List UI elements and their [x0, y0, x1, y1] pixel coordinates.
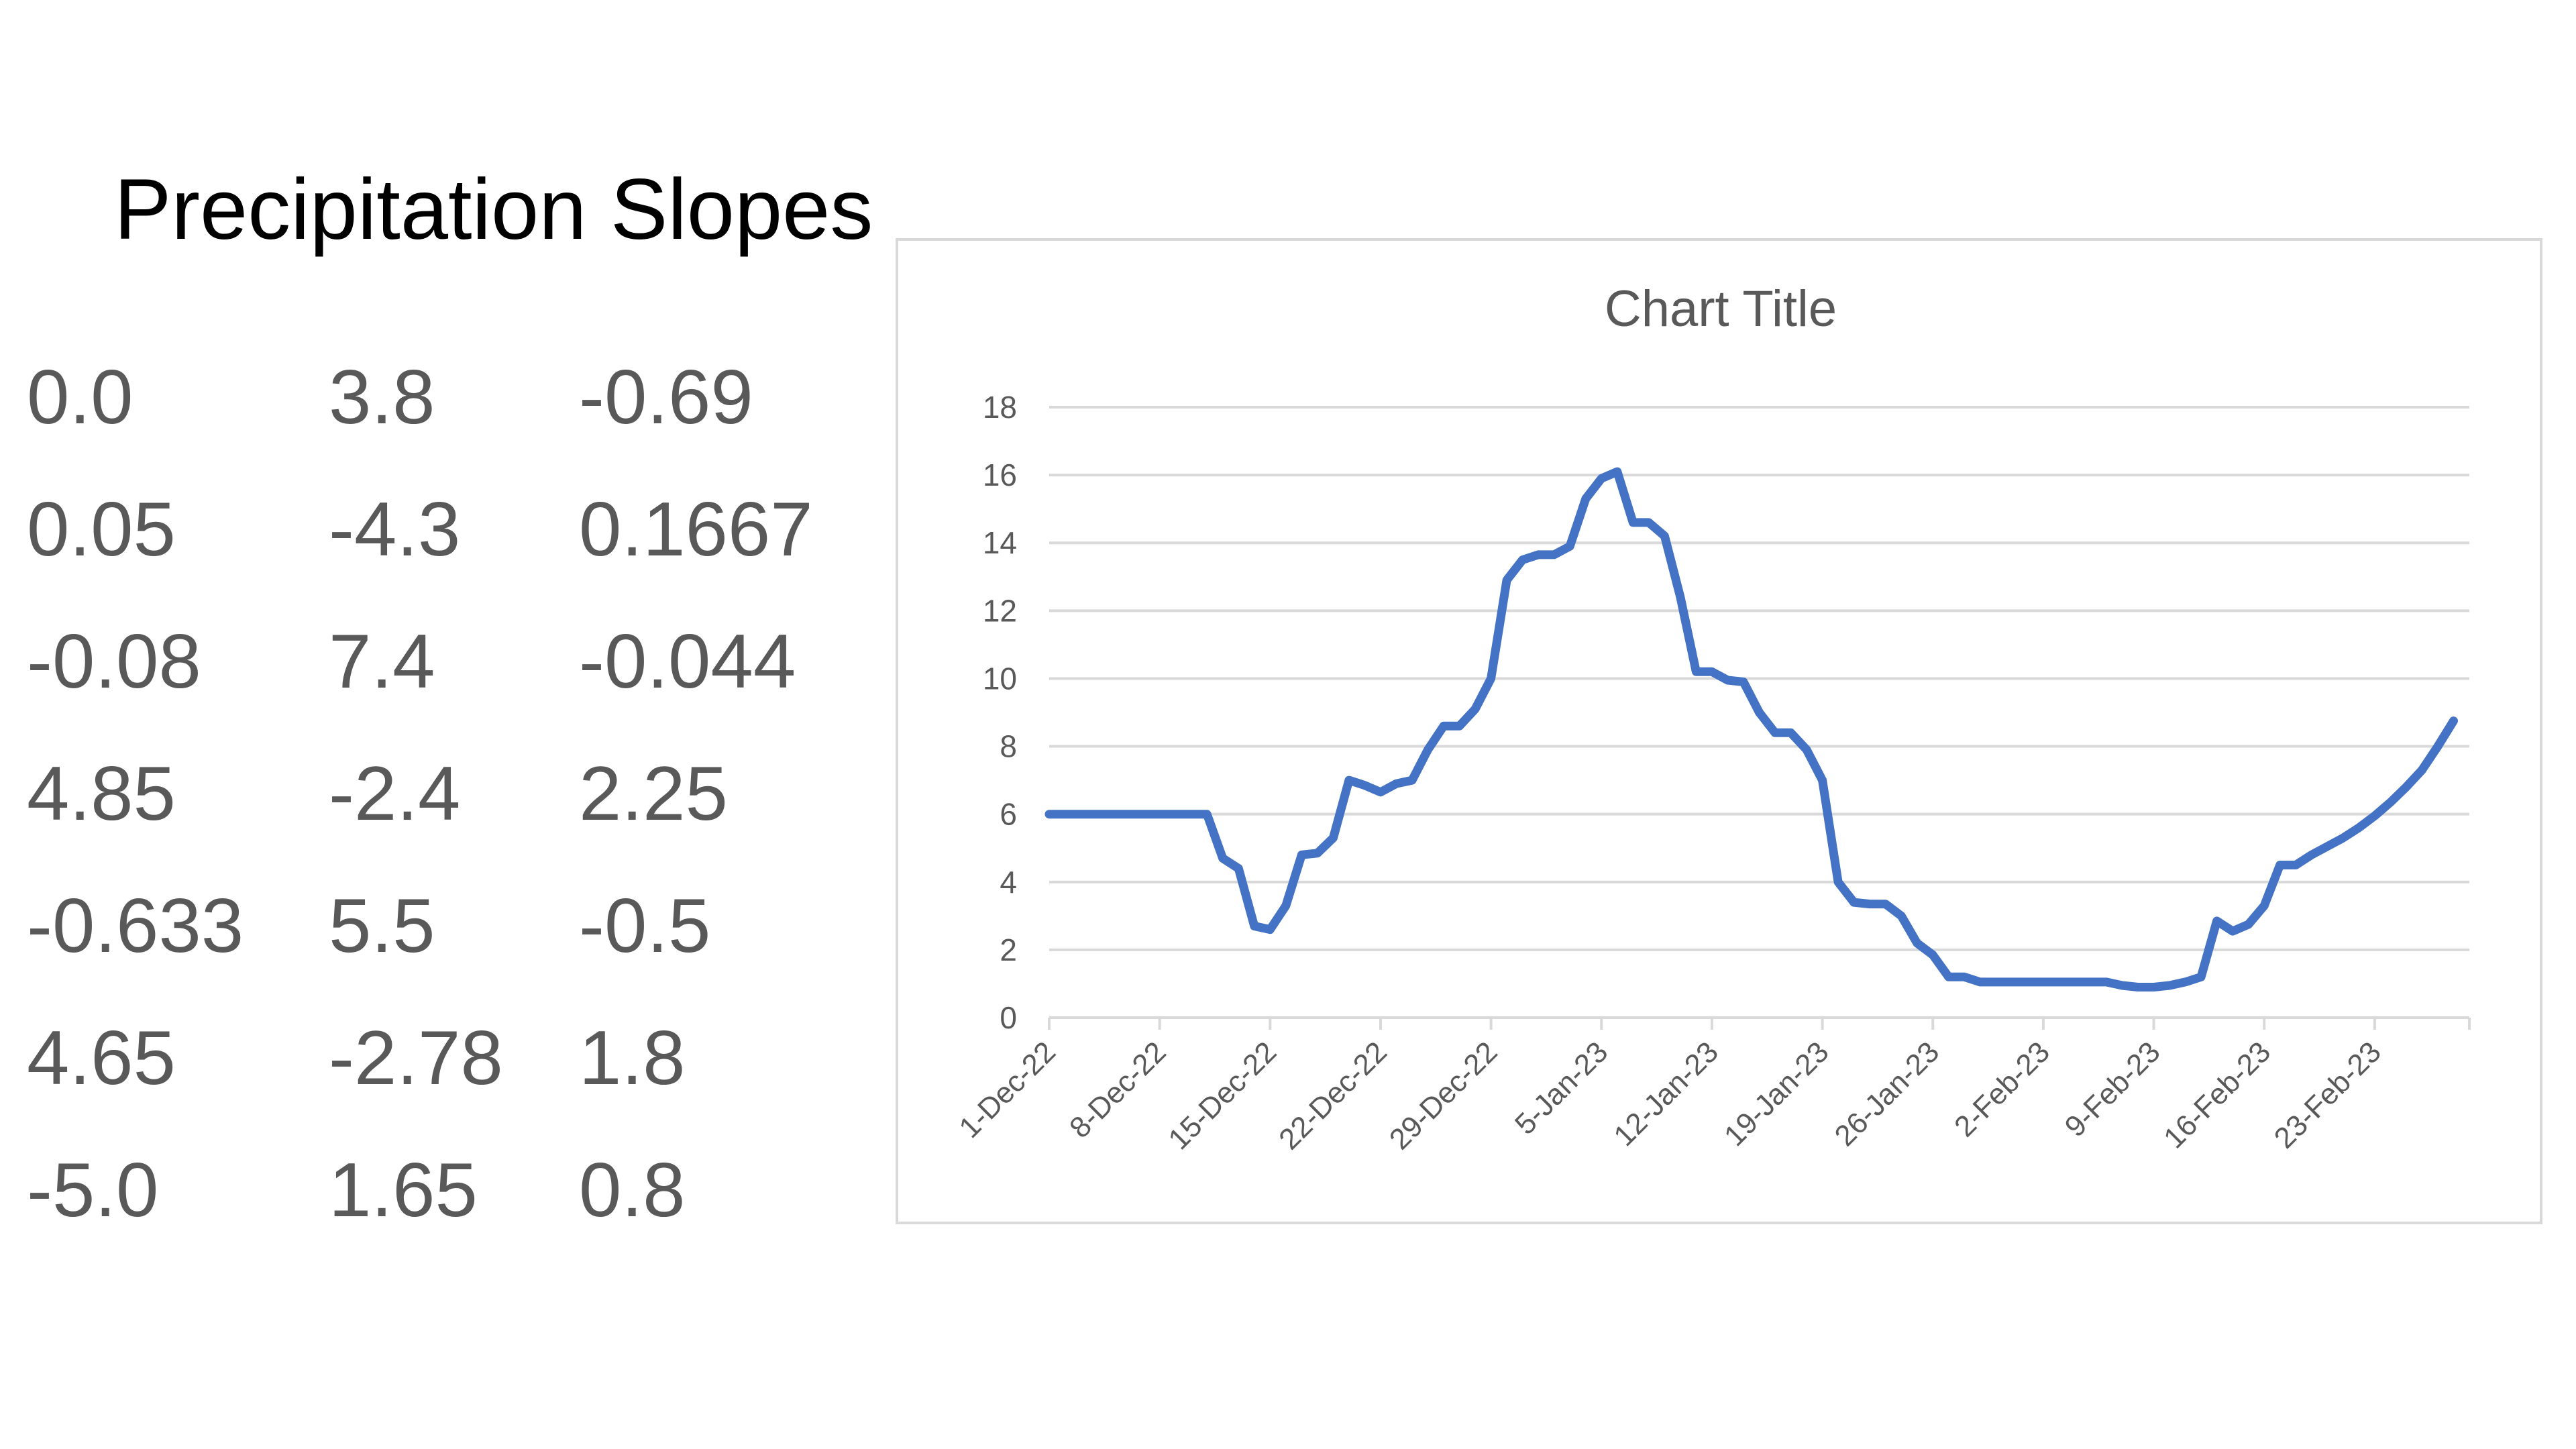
- y-tick-label: 16: [983, 458, 1017, 492]
- slope-value: -2.78: [329, 1016, 503, 1101]
- x-tick-label: 29-Dec-22: [1383, 1035, 1504, 1156]
- x-tick-label: 22-Dec-22: [1273, 1035, 1393, 1156]
- slope-row: -0.633 5.5 -0.5: [27, 876, 899, 1008]
- slope-value: -5.0: [27, 1148, 159, 1233]
- slope-value: 1.65: [329, 1148, 478, 1233]
- x-tick-label: 1-Dec-22: [953, 1035, 1062, 1144]
- gridlines: [1049, 406, 2469, 951]
- slope-value: 4.85: [27, 751, 176, 837]
- y-tick-label: 6: [1000, 797, 1017, 832]
- slope-value: -4.3: [329, 487, 461, 572]
- y-tick-label: 4: [1000, 865, 1017, 900]
- x-tick-label: 15-Dec-22: [1162, 1035, 1283, 1156]
- y-tick-label: 18: [983, 390, 1017, 425]
- x-tick-label: 8-Dec-22: [1063, 1035, 1173, 1144]
- series: [1044, 467, 2458, 991]
- slope-value: -2.4: [329, 751, 461, 837]
- slope-value: 1.8: [579, 1016, 686, 1101]
- slope-row: 0.05 -4.3 0.1667: [27, 480, 899, 611]
- slope-value: -0.08: [27, 619, 201, 704]
- slope-row: 4.65 -2.78 1.8: [27, 1008, 899, 1140]
- slope-value: 0.8: [579, 1148, 686, 1233]
- slope-value: -0.69: [579, 355, 753, 440]
- slope-row: 4.85 -2.4 2.25: [27, 744, 899, 875]
- x-tick-label: 9-Feb-23: [2059, 1035, 2167, 1143]
- x-tick-label: 2-Feb-23: [1948, 1035, 2056, 1143]
- slope-value: 4.65: [27, 1016, 176, 1101]
- slope-value: -0.5: [579, 883, 711, 969]
- chart-frame[interactable]: Chart Title 0 2 4 6 8 10 12 14 16 18 1-Dec-22 8-Dec…: [896, 238, 2542, 1224]
- x-tick-label: 16-Feb-23: [2157, 1035, 2277, 1155]
- series-line: [1044, 467, 2458, 991]
- chart-title: Chart Title: [1605, 280, 1837, 337]
- line-chart: Chart Title 0 2 4 6 8 10 12 14 16 18 1-Dec-22 8-Dec…: [953, 280, 2471, 1156]
- slope-value: -0.633: [27, 883, 244, 969]
- slope-value: -0.044: [579, 619, 796, 704]
- slope-value: 0.0: [27, 355, 133, 440]
- y-tick-label: 2: [1000, 932, 1017, 967]
- x-tick-label: 12-Jan-23: [1607, 1035, 1725, 1152]
- y-tick-label: 8: [1000, 729, 1017, 764]
- slope-value: 7.4: [329, 619, 435, 704]
- x-tick-label: 5-Jan-23: [1509, 1035, 1614, 1140]
- slope-value: 0.05: [27, 487, 176, 572]
- x-tick-label: 19-Jan-23: [1718, 1035, 1835, 1152]
- slope-row: 0.0 3.8 -0.69: [27, 347, 899, 479]
- slope-row: -5.0 1.65 0.8: [27, 1140, 899, 1272]
- x-tick-label: 26-Jan-23: [1829, 1035, 1946, 1152]
- axes: 0 2 4 6 8 10 12 14 16 18 1-Dec-22 8-Dec-2215-Dec-22…: [953, 390, 2471, 1156]
- slope-value: 2.25: [579, 751, 728, 837]
- slope-value: 3.8: [329, 355, 435, 440]
- slope-value: 5.5: [329, 883, 435, 969]
- y-tick-label: 10: [983, 661, 1017, 696]
- slope-value: 0.1667: [579, 487, 813, 572]
- slide-title: Precipitation Slopes: [114, 162, 873, 258]
- y-tick-label: 0: [1000, 1000, 1017, 1035]
- y-tick-label: 14: [983, 525, 1017, 560]
- slope-row: -0.08 7.4 -0.044: [27, 612, 899, 743]
- slopes-table: 0.0 3.8 -0.69 0.05 -4.3 0.1667 -0.08 7.4 -0.044 4…: [27, 347, 899, 1287]
- y-tick-label: 12: [983, 593, 1017, 628]
- x-tick-label: 23-Feb-23: [2268, 1035, 2387, 1155]
